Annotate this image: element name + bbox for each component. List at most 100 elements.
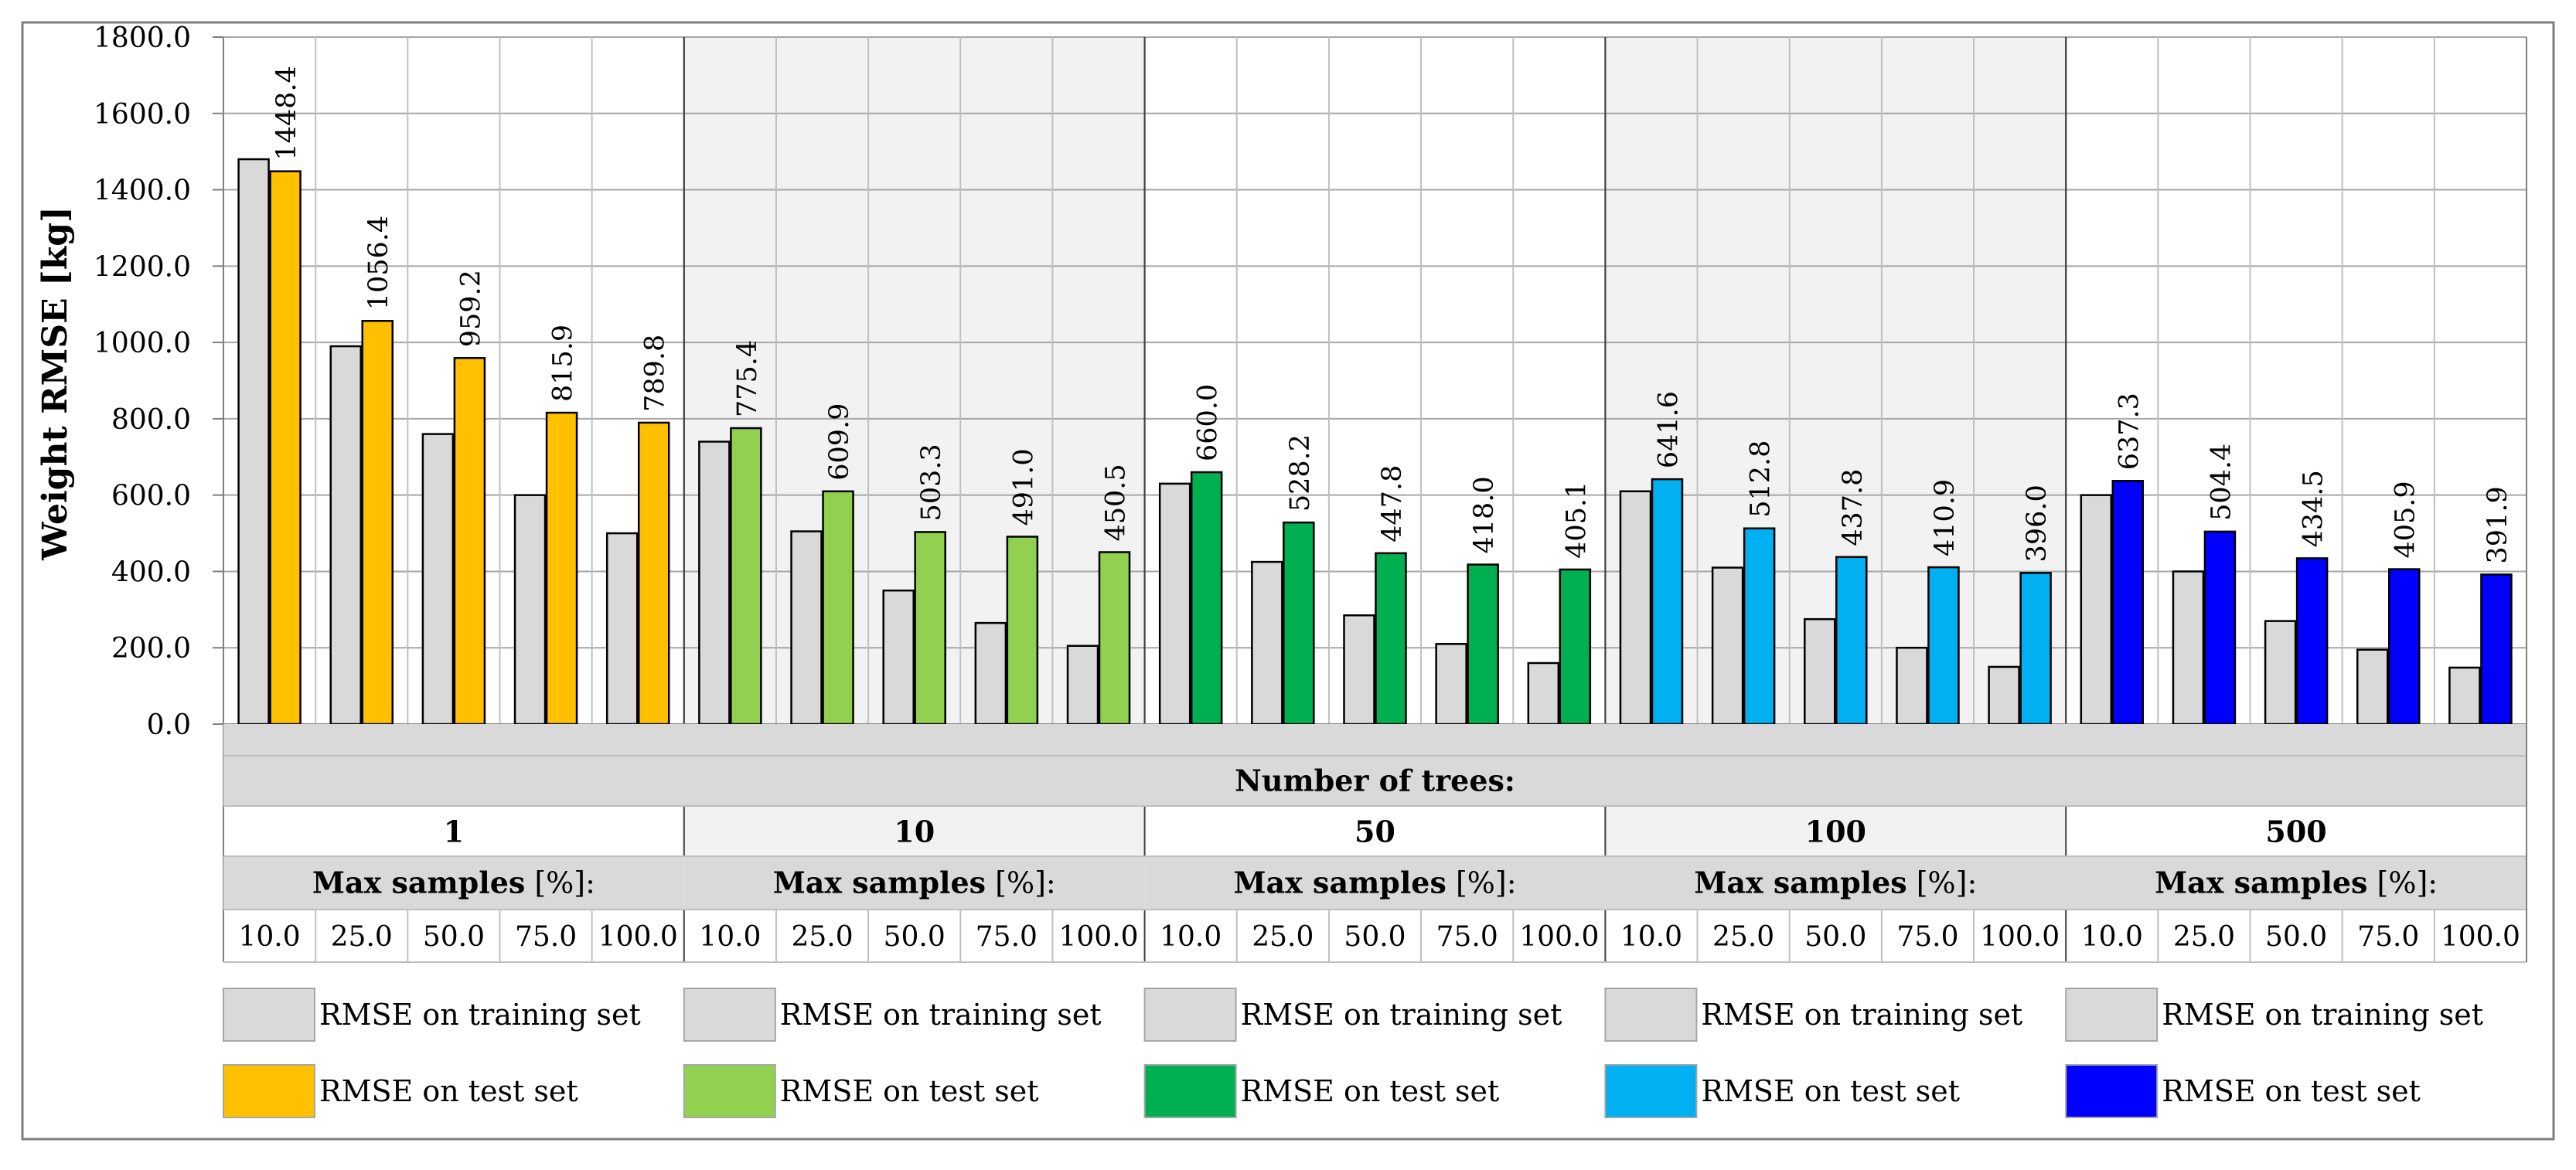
bar-train <box>698 440 731 726</box>
bar-test <box>1743 527 1776 726</box>
bar-test <box>914 531 946 726</box>
data-label: 637.3 <box>2114 393 2145 470</box>
bar-train <box>1619 490 1652 726</box>
y-tick-label: 1600.0 <box>94 99 191 131</box>
bar-train <box>1527 662 1560 726</box>
legend-swatch-test <box>1604 1064 1698 1118</box>
max-samples-unit: [%]: <box>986 866 1056 900</box>
sample-label: 50.0 <box>1804 921 1866 953</box>
legend-label-train: RMSE on training set <box>780 998 1102 1032</box>
sample-label: 50.0 <box>1344 921 1406 953</box>
data-label: 396.0 <box>2022 485 2053 562</box>
trees-value: 100 <box>1805 815 1866 849</box>
data-label: 660.0 <box>1193 384 1224 461</box>
max-samples-bold: Max samples <box>1233 866 1446 900</box>
trees-value: 50 <box>1354 815 1395 849</box>
bar-train <box>2448 666 2481 726</box>
sample-label: 100.0 <box>1980 921 2060 953</box>
bar-test <box>1006 536 1039 726</box>
bar-test <box>1651 478 1684 726</box>
sample-label: 25.0 <box>331 921 393 953</box>
max-samples-cell <box>2066 856 2527 910</box>
bar-test <box>637 421 670 726</box>
y-tick-label: 600.0 <box>111 481 191 512</box>
max-samples-unit: [%]: <box>525 866 595 900</box>
bar-test <box>2295 557 2329 726</box>
bar-train <box>2080 494 2113 726</box>
sample-label: 25.0 <box>2173 921 2235 953</box>
data-label: 437.8 <box>1838 469 1869 546</box>
bar-train <box>882 589 915 726</box>
max-samples-bold: Max samples <box>2155 866 2367 900</box>
legend-swatch-train <box>683 988 776 1042</box>
bar-test <box>269 170 302 726</box>
category-table: Number of trees: 1 Max samples [%]: 10.0 25.… <box>223 37 2527 963</box>
sample-label: 75.0 <box>976 921 1038 953</box>
bar-train <box>1804 617 1836 726</box>
legend-swatch-test <box>2065 1064 2159 1118</box>
sample-label: 100.0 <box>1058 921 1138 953</box>
bar-train <box>2264 620 2297 726</box>
sample-label: 50.0 <box>2265 921 2327 953</box>
bar-test <box>2480 573 2513 726</box>
max-samples-title: Max samples [%]: <box>1694 866 1977 900</box>
data-label: 503.3 <box>916 444 947 521</box>
bar-test <box>545 411 578 726</box>
bar-test <box>1927 566 1960 726</box>
max-samples-title: Max samples [%]: <box>2155 866 2438 900</box>
legend-label-test: RMSE on test set <box>319 1074 578 1108</box>
data-label: 434.5 <box>2298 470 2329 547</box>
data-label: 609.9 <box>824 403 855 481</box>
sample-label: 75.0 <box>1896 921 1958 953</box>
legend-swatch-test <box>1143 1064 1237 1118</box>
sample-label: 50.0 <box>884 921 946 953</box>
max-samples-cell <box>1144 856 1606 910</box>
max-samples-title: Max samples [%]: <box>773 866 1056 900</box>
bar-test <box>1375 552 1407 726</box>
y-tick-label: 1000.0 <box>94 328 191 359</box>
data-label: 789.8 <box>640 335 671 412</box>
y-tick-label: 800.0 <box>111 404 191 436</box>
bar-test <box>2388 568 2421 726</box>
legend-label-train: RMSE on training set <box>1241 998 1562 1032</box>
trees-value: 10 <box>894 815 935 849</box>
data-label: 410.9 <box>1930 479 1961 556</box>
y-tick-label: 1400.0 <box>94 175 191 207</box>
trees-title-row <box>223 756 2527 806</box>
legend-label-train: RMSE on training set <box>1701 998 2022 1032</box>
data-label: 641.6 <box>1653 391 1684 468</box>
max-samples-cell <box>683 856 1145 910</box>
bar-test <box>1283 521 1315 726</box>
bar-train <box>790 530 823 726</box>
bar-test <box>361 320 394 726</box>
bar-train <box>329 345 362 726</box>
bar-test <box>2019 572 2052 726</box>
bar-train <box>1988 665 2020 726</box>
sample-label: 10.0 <box>2081 921 2143 953</box>
bar-train <box>1711 566 1744 726</box>
max-samples-bold: Max samples <box>773 866 986 900</box>
data-label: 512.8 <box>1746 440 1777 518</box>
y-tick-label: 0.0 <box>147 709 191 741</box>
trees-value: 1 <box>444 815 464 849</box>
bar-train <box>2172 570 2205 726</box>
table-gap-band <box>223 724 2527 756</box>
data-label: 491.0 <box>1008 448 1039 525</box>
bar-train <box>1251 560 1283 726</box>
data-label: 391.9 <box>2482 486 2513 563</box>
group-band-trees-cell <box>1605 806 2067 856</box>
legend-swatch-train <box>1143 988 1237 1042</box>
sample-label: 25.0 <box>1252 921 1314 953</box>
sample-label: 10.0 <box>1620 921 1682 953</box>
bar-test <box>453 357 486 726</box>
y-tick-label: 1200.0 <box>94 251 191 283</box>
data-label: 959.2 <box>455 270 486 347</box>
bar-train <box>237 158 270 726</box>
bar-train <box>974 621 1007 726</box>
bar-test <box>730 427 762 726</box>
bar-test <box>2203 530 2237 726</box>
max-samples-unit: [%]: <box>1907 866 1978 900</box>
trees-value: 500 <box>2265 815 2326 849</box>
max-samples-cell <box>223 856 684 910</box>
